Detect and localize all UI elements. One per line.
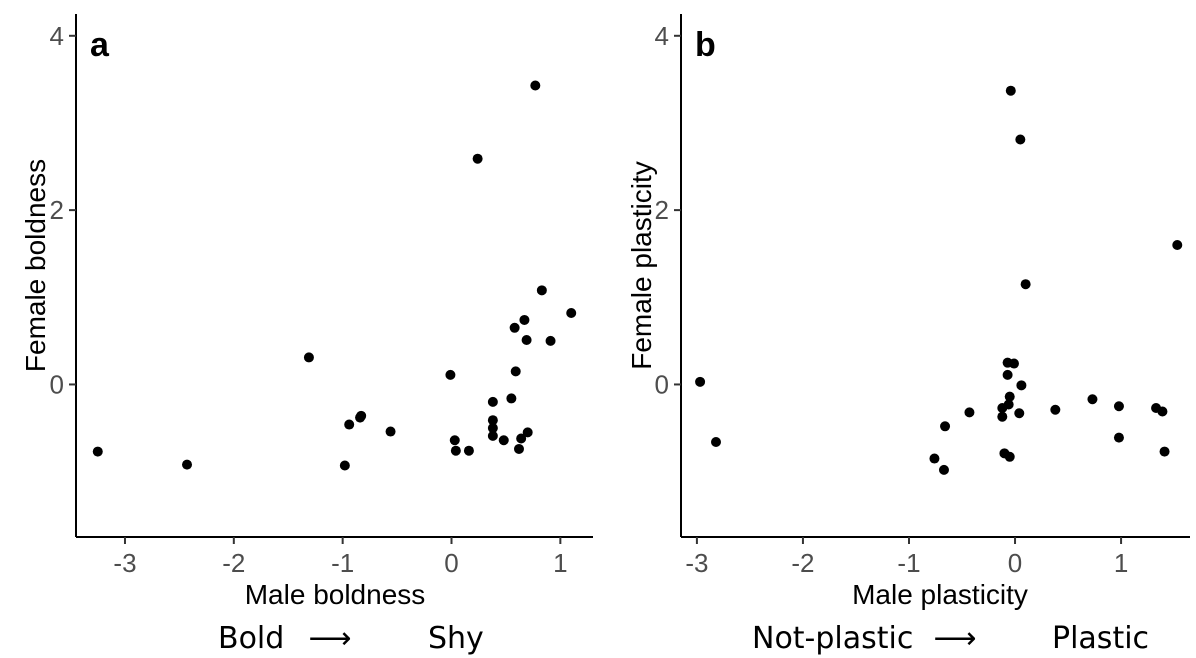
data-point [385,426,396,437]
data-point [1157,406,1168,417]
data-point [940,421,951,432]
caption-arrow: ⟶ [933,621,976,656]
data-point [964,407,975,418]
data-point [472,153,483,164]
data-point [506,393,517,404]
x-tick-label: -3 [685,548,708,578]
x-tick-label: -1 [331,548,354,578]
y-tick-label: 0 [655,369,669,399]
data-point [1113,432,1124,443]
caption-arrow: ⟶ [308,621,351,656]
panel-label: a [90,26,110,64]
data-point [1020,279,1031,290]
data-point [182,459,193,470]
y-tick-label: 4 [655,21,669,51]
y-tick-label: 0 [50,369,64,399]
y-tick-label: 4 [50,21,64,51]
data-point [339,460,350,471]
x-axis-title: Male boldness [245,579,426,610]
panel-b: 0 2 4 -3 -2 -1 0 1 b Male plasticity Female plasti… [626,14,1190,656]
x-tick-label: 0 [444,548,458,578]
data-point [929,453,940,464]
data-point [356,410,367,421]
data-point [1113,401,1124,412]
x-tick-label: 1 [553,548,567,578]
data-point [1008,358,1019,369]
data-point [510,366,521,377]
panel-a: 0 2 4 -3 -2 -1 0 1 a Male boldness Female boldness… [20,14,593,656]
data-point [545,335,556,346]
data-point [1050,404,1061,415]
data-point [516,433,527,444]
data-point [487,415,498,426]
caption-right: Plastic [1052,621,1149,656]
data-point [1004,391,1015,402]
data-point [450,445,461,456]
x-tick-label: 1 [1114,548,1128,578]
data-point [1172,239,1183,250]
y-axis-title: Female boldness [20,159,51,372]
data-point [1087,394,1098,405]
data-point [695,376,706,387]
data-point [710,436,721,447]
data-point [566,307,577,318]
data-point [1016,380,1027,391]
data-point [509,322,520,333]
data-point [487,430,498,441]
x-axis-title: Male plasticity [852,579,1028,610]
data-point [1002,369,1013,380]
x-tick-label: -2 [222,548,245,578]
data-point [498,435,509,446]
y-axis-title: Female plasticity [626,161,657,370]
data-point [445,369,456,380]
data-point [463,445,474,456]
data-point [997,411,1008,422]
data-point [487,423,498,434]
x-tick-label: -1 [897,548,920,578]
caption-left: Not-plastic [752,621,913,656]
data-point [1014,408,1025,419]
x-tick-label: -3 [113,548,136,578]
data-point [1005,85,1016,96]
data-point [530,80,541,91]
x-tick-label: -2 [791,548,814,578]
data-point [449,435,460,446]
y-tick-label: 2 [655,195,669,225]
data-point [522,427,533,438]
data-point [938,464,949,475]
data-point [487,396,498,407]
data-point [1003,399,1014,410]
panel-label: b [695,26,716,64]
data-point [344,419,355,430]
y-tick-label: 2 [50,195,64,225]
data-point [513,443,524,454]
data-point [303,352,314,363]
data-point [536,285,547,296]
data-point [92,446,103,457]
data-point [521,335,532,346]
caption-left: Bold [218,621,284,656]
data-point [1004,451,1015,462]
data-point [519,314,530,325]
x-tick-label: 0 [1008,548,1022,578]
data-point [1015,134,1026,145]
caption-right: Shy [428,621,484,656]
data-point [1159,446,1170,457]
